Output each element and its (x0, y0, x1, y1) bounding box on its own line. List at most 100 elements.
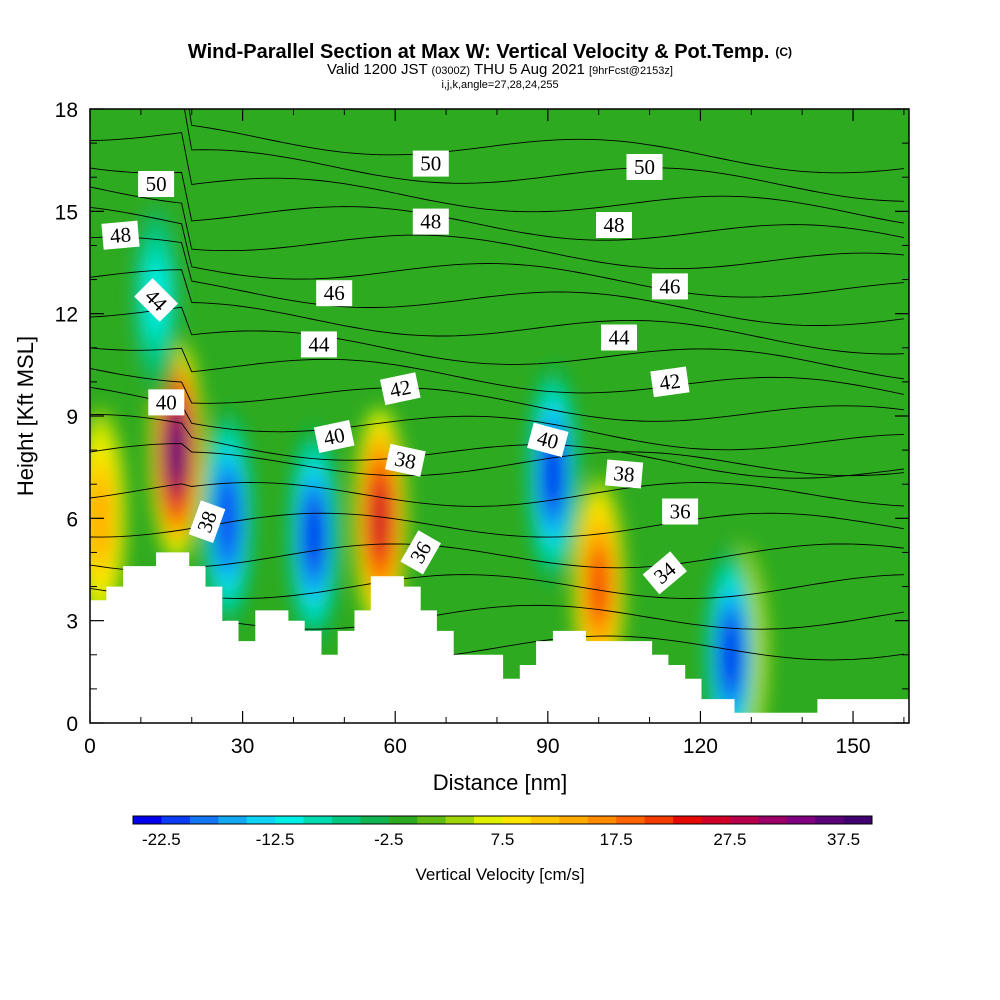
updraft-core (369, 480, 390, 557)
colorbar-tick-label: 17.5 (600, 830, 633, 849)
colorbar-segment (474, 816, 503, 824)
colorbar-segment (360, 816, 390, 824)
contour-label-box (148, 389, 185, 416)
contour-label: 44 (601, 324, 637, 351)
colorbar-tick-label: -12.5 (256, 830, 295, 849)
isentrope-line (90, 167, 904, 241)
contour-label: 50 (626, 154, 663, 180)
x-tick-label: 90 (536, 735, 559, 758)
y-tick-label: 18 (55, 99, 78, 122)
colorbar-segment (616, 816, 646, 824)
x-tick-label: 60 (384, 735, 407, 758)
contour-label-text: 50 (146, 172, 167, 196)
contour-label: 46 (316, 280, 353, 307)
colorbar-segment (758, 816, 788, 824)
contour-label-box (596, 212, 632, 238)
x-tick-label: 150 (836, 735, 871, 758)
contour-label-box (300, 331, 337, 358)
colorbar-segment (331, 816, 361, 824)
colorbar-frame (132, 815, 873, 825)
isentrope-line (90, 543, 904, 573)
x-tick-label: 120 (683, 735, 718, 758)
updraft-core (588, 548, 609, 625)
contour-label: 42 (379, 372, 421, 406)
contour-label: 50 (412, 150, 449, 177)
chart-indices: i,j,k,angle=27,28,24,255 (441, 79, 558, 91)
colorbar-segment (644, 816, 674, 824)
contour-label-box (188, 500, 226, 544)
contour-label: 46 (651, 273, 688, 300)
contour-label-text: 36 (670, 500, 691, 524)
contour-label-text: 42 (388, 375, 414, 403)
colorbar-segment (246, 816, 276, 824)
updraft-core (166, 412, 187, 489)
isentrope-line (90, 367, 904, 422)
contour-label-box (134, 278, 179, 322)
contour-label-box (642, 551, 687, 595)
isentrope-line (183, 109, 904, 202)
y-tick-label: 12 (55, 304, 78, 327)
y-tick-label: 15 (55, 201, 78, 224)
colorbar-segment (559, 816, 589, 824)
colorbar-tick-label: 7.5 (491, 830, 515, 849)
contour-label-text: 40 (156, 390, 177, 414)
y-tick-label: 9 (66, 406, 78, 429)
contour-label-box (605, 459, 644, 489)
isentrope-line (90, 132, 904, 224)
colorbar-title: Vertical Velocity [cm/s] (415, 865, 584, 884)
colorbar-segment (701, 816, 731, 824)
contour-label-box (316, 280, 353, 307)
colorbar: -22.5 -12.5 -2.5 7.5 17.5 27.5 37.5 (132, 815, 873, 849)
colorbar-segment (445, 816, 475, 824)
contour-label: 38 (188, 500, 226, 544)
contour-label-text: 48 (604, 213, 625, 237)
isentrope-line (90, 574, 904, 604)
downdraft-core (720, 616, 741, 693)
colorbar-segment (673, 816, 702, 824)
x-axis-label: Distance [nm] (433, 770, 568, 795)
colorbar-segment (189, 816, 219, 824)
x-tick-label: 30 (231, 735, 254, 758)
contour-label-box (601, 324, 637, 351)
contour-label-box (650, 366, 690, 398)
isentrope-line (90, 482, 904, 507)
downdraft-core (217, 480, 238, 557)
contour-label: 42 (650, 366, 690, 398)
isentrope-line (90, 347, 904, 395)
isentrope-line (90, 512, 904, 538)
isentrope-line (90, 206, 904, 298)
contour-label-text: 44 (308, 332, 330, 356)
colorbar-segment (417, 816, 447, 824)
colorbar-segment (502, 816, 532, 824)
contour-label-box (651, 273, 688, 300)
colorbar-tick-label: -22.5 (142, 830, 181, 849)
isentrope-line (90, 186, 904, 270)
y-tick-label: 3 (66, 611, 78, 634)
colorbar-segment (133, 816, 162, 824)
colorbar-segment (275, 816, 305, 824)
colorbar-segment (218, 816, 248, 824)
colorbar-segment (530, 816, 560, 824)
contour-label: 48 (412, 208, 449, 235)
contour-label-text: 38 (393, 446, 419, 474)
contour-label-box (626, 154, 663, 180)
contour-label: 48 (596, 212, 632, 238)
isentrope-line (90, 236, 904, 326)
contour-label: 40 (527, 422, 569, 458)
contour-label-text: 40 (321, 423, 347, 451)
contour-label-box (101, 220, 140, 250)
colorbar-segment (303, 816, 333, 824)
contour-label: 36 (662, 498, 699, 525)
contour-label-text: 50 (634, 155, 655, 179)
colorbar-segment (815, 816, 845, 824)
contour-label-box (662, 498, 699, 525)
colorbar-tick-label: 37.5 (827, 830, 860, 849)
isentrope-line (188, 109, 904, 174)
colorbar-segment (729, 816, 759, 824)
contour-label: 38 (605, 459, 644, 489)
x-axis: 0 30 60 90 120 150 (84, 109, 905, 758)
downdraft-core (303, 497, 324, 574)
colorbar-segment (843, 816, 873, 824)
